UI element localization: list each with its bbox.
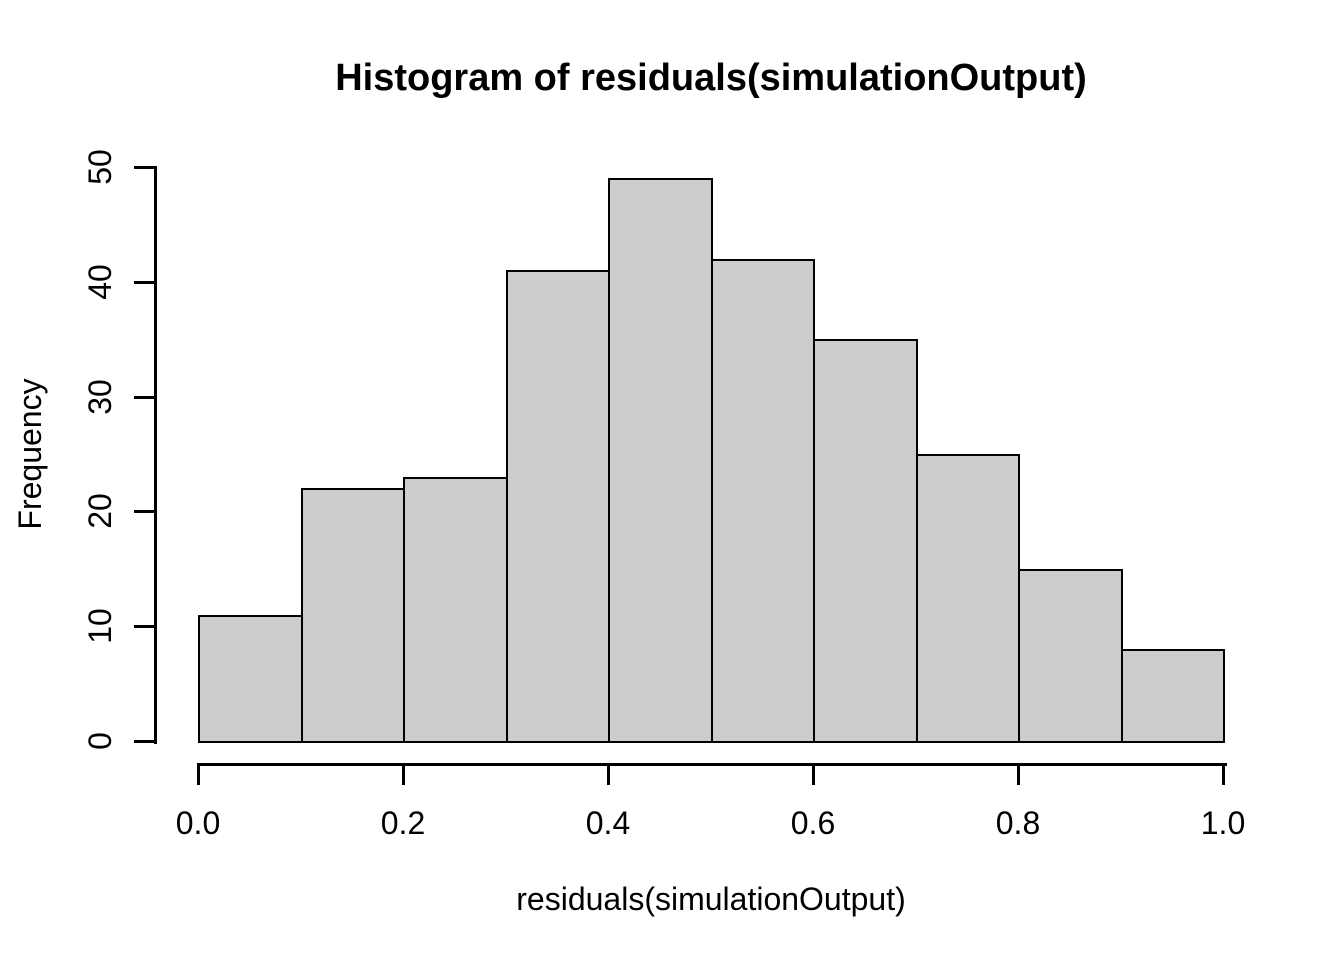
y-tick-label: 30 — [82, 379, 118, 415]
y-axis-tick — [134, 166, 154, 169]
y-tick-label: 50 — [82, 149, 118, 185]
histogram-bar — [198, 615, 303, 743]
x-axis-tick — [1017, 763, 1020, 785]
y-tick-label: 0 — [82, 732, 118, 750]
y-tick-label: 20 — [82, 493, 118, 529]
y-axis-tick — [134, 396, 154, 399]
x-axis-label: residuals(simulationOutput) — [516, 881, 906, 917]
histogram-bar — [1121, 649, 1225, 743]
x-axis-tick — [607, 763, 610, 785]
y-axis-tick — [134, 281, 154, 284]
y-axis-tick — [134, 625, 154, 628]
y-axis-label: Frequency — [12, 378, 48, 530]
histogram-bar — [608, 178, 713, 743]
chart-title: Histogram of residuals(simulationOutput) — [335, 57, 1087, 99]
histogram-bar — [813, 339, 918, 743]
histogram-bar — [506, 270, 610, 743]
x-tick-label: 0.6 — [790, 805, 836, 841]
x-tick-label: 0.2 — [380, 805, 426, 841]
x-axis-tick — [812, 763, 815, 785]
y-axis-tick — [134, 740, 154, 743]
y-axis-line — [154, 166, 157, 744]
y-axis-tick — [134, 510, 154, 513]
x-tick-label: 0.8 — [995, 805, 1041, 841]
x-tick-label: 1.0 — [1200, 805, 1246, 841]
y-tick-label: 40 — [82, 264, 118, 300]
histogram-bar — [711, 259, 815, 743]
y-tick-label: 10 — [82, 608, 118, 644]
x-axis-tick — [402, 763, 405, 785]
histogram-bar — [301, 488, 405, 743]
x-tick-label: 0.0 — [175, 805, 221, 841]
histogram-bar — [1018, 569, 1123, 743]
x-axis-line — [197, 763, 1227, 766]
x-axis-tick — [1222, 763, 1225, 785]
histogram-bar — [403, 477, 508, 743]
x-axis-tick — [197, 763, 200, 785]
x-tick-label: 0.4 — [585, 805, 631, 841]
histogram-bar — [916, 454, 1020, 743]
